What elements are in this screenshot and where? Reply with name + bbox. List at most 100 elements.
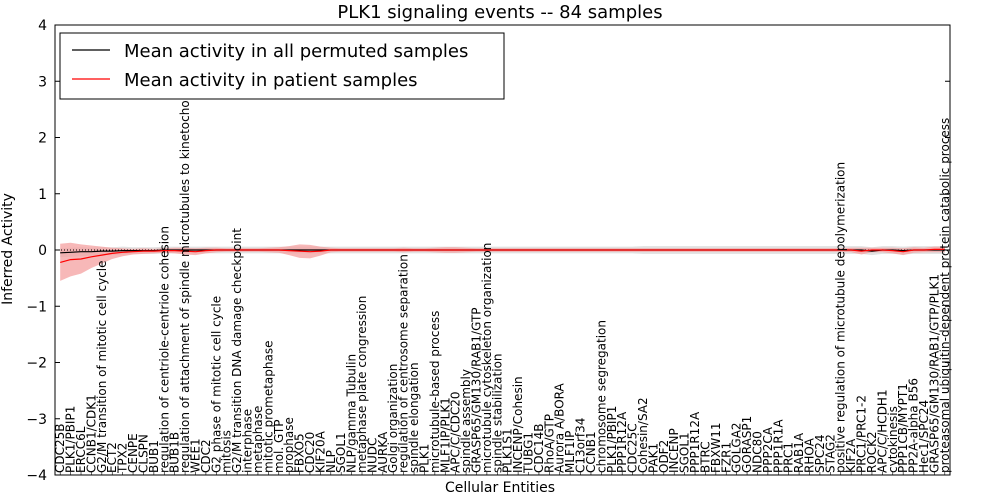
category-label: spindle assembly [459, 369, 473, 473]
category-label: KIF20A [313, 430, 327, 473]
category-label: WEE1 [189, 438, 203, 473]
category-label: Aurora A/BORA [553, 383, 567, 473]
category-label: TUBG1 [522, 432, 536, 474]
category-label: APC/C/HCDH1 [875, 389, 889, 473]
category-label: ECT2 [105, 442, 119, 473]
category-label: PLK1 [417, 444, 431, 473]
category-label: RAB1A [792, 432, 806, 473]
category-label: KIF2A [844, 438, 858, 473]
legend-label-permuted: Mean activity in all permuted samples [124, 41, 468, 62]
y-tick-label: 4 [38, 18, 47, 34]
category-label: metaphase plate congression [355, 296, 369, 473]
category-label: ROCK2 [865, 431, 879, 473]
y-axis-ticks: −4 −3 −2 −1 0 1 2 3 4 [26, 18, 950, 484]
category-label: G2 phase of mitotic cell cycle [209, 296, 223, 473]
category-label: AURKA [376, 431, 390, 473]
series-line-patient [60, 248, 945, 263]
category-label: SGOL1 [678, 432, 692, 473]
category-label: NDC80 [751, 431, 765, 473]
category-label: PP2A-alpha B56 [907, 378, 921, 473]
category-label: PLK1S1 [501, 428, 515, 473]
y-tick-label: 2 [38, 131, 47, 147]
category-label: ERCC6L [74, 426, 88, 473]
category-label: NUDC [365, 438, 379, 473]
category-label: mol. GTP [272, 420, 286, 473]
category-label: SPC24 [813, 434, 827, 473]
legend-label-patient: Mean activity in patient samples [124, 70, 418, 91]
category-label: PPP1R12A [615, 411, 629, 473]
category-label: spindle stabilization [490, 353, 504, 473]
category-label: ODF2 [657, 440, 671, 473]
category-label: chromosome segregation [594, 320, 608, 473]
category-label: proteasomal ubiquitin-dependent protein … [938, 118, 952, 473]
category-label: interphase [241, 409, 255, 473]
y-axis-label: Inferred Activity [0, 193, 16, 305]
category-label: RHOA [803, 437, 817, 473]
category-label: BUB1B [168, 432, 182, 473]
category-label: regulation of centriole-centriole cohesi… [157, 226, 171, 473]
category-label: PRC1/PRC1-2 [855, 395, 869, 473]
legend-box [59, 32, 505, 100]
category-label: Hec1/SPC24 [917, 400, 931, 473]
category-label: INCENP/Cohesin [511, 376, 525, 473]
plot-frame [54, 24, 951, 476]
category-label: GORASP1 [740, 416, 754, 473]
category-label: spindle elongation [407, 362, 421, 473]
category-label: CDC25C [626, 423, 640, 473]
category-label: CENPE [126, 433, 140, 473]
band-patient [60, 242, 945, 281]
category-label: CDC2 [199, 439, 213, 473]
category-label: GOLGA2 [730, 422, 744, 473]
category-label: NLP [324, 450, 338, 473]
category-label: mitosis [220, 430, 234, 473]
category-label: PRC1 [782, 442, 796, 473]
category-label: FBXO5 [293, 433, 307, 473]
category-label: regulation of centrosome separation [397, 254, 411, 473]
error-bands [60, 242, 945, 281]
chart-title: PLK1 signaling events -- 84 samples [337, 2, 662, 23]
category-label: Cohesin/SA2 [636, 397, 650, 473]
category-label: FBXW11 [709, 423, 723, 474]
category-label: prophase [282, 417, 296, 473]
category-label: SGOL1 [334, 432, 348, 473]
category-label: STAG2 [823, 434, 837, 473]
category-label: C13orf34 [574, 418, 588, 473]
category-label: PPP1R12A [688, 411, 702, 473]
category-label: regulation of attachment of spindle micr… [178, 88, 192, 473]
category-label: MLF1IP/PLK1 [438, 397, 452, 473]
category-label: PLK1/PBIP1 [64, 406, 78, 473]
series-lines [60, 248, 945, 263]
category-label: G2/M transition DNA damage checkpoint [230, 228, 244, 473]
category-label: TPX2 [116, 443, 130, 474]
category-label: Golgi organization [386, 364, 400, 473]
category-label: NLP/gamma Tubulin [345, 354, 359, 473]
category-label: mitotic prometaphase [261, 341, 275, 474]
x-axis-label: Cellular Entities [445, 480, 555, 496]
y-tick-label: −1 [26, 299, 47, 315]
category-label: CDC14B [532, 424, 546, 474]
category-label: CDC25B [53, 424, 67, 474]
category-label: PPP1R1A [771, 419, 785, 473]
category-label: PPP2CA [761, 426, 775, 473]
category-label: CCNB1 [584, 431, 598, 473]
category-label: G2/M transition of mitotic cell cycle [95, 260, 109, 473]
category-label: microtubule cytoskeleton organization [480, 243, 494, 473]
category-label: RhoA/GTP [542, 414, 556, 473]
category-label: PPP1CB/MYPT1 [896, 383, 910, 473]
y-tick-label: −3 [26, 412, 47, 428]
y-tick-label: −4 [26, 468, 47, 484]
category-label: CCNB1/CDK1 [84, 394, 98, 473]
category-label: MLF1IP [563, 431, 577, 473]
y-tick-label: 1 [38, 187, 47, 203]
y-tick-label: 0 [38, 243, 47, 259]
y-tick-label: −2 [26, 356, 47, 372]
category-label: CDC20 [303, 432, 317, 473]
category-label: CLSPN [137, 434, 151, 473]
legend: Mean activity in all permuted samples Mea… [59, 32, 505, 100]
category-label: BTRC [698, 441, 712, 473]
category-label: FZR1 [719, 442, 733, 473]
category-label: metaphase [251, 406, 265, 473]
y-tick-label: 3 [38, 74, 47, 90]
